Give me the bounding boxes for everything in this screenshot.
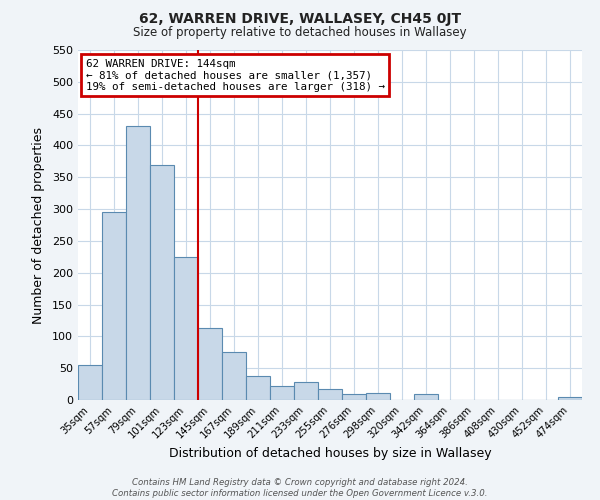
Bar: [174, 257, 198, 400]
Y-axis label: Number of detached properties: Number of detached properties: [32, 126, 45, 324]
Bar: [78, 365, 102, 400]
Text: 62, WARREN DRIVE, WALLASEY, CH45 0JT: 62, WARREN DRIVE, WALLASEY, CH45 0JT: [139, 12, 461, 26]
Bar: [246, 376, 270, 400]
Bar: [150, 164, 174, 400]
X-axis label: Distribution of detached houses by size in Wallasey: Distribution of detached houses by size …: [169, 448, 491, 460]
Bar: [126, 126, 150, 400]
Bar: [414, 394, 438, 400]
Text: Size of property relative to detached houses in Wallasey: Size of property relative to detached ho…: [133, 26, 467, 39]
Bar: [102, 212, 126, 400]
Text: Contains HM Land Registry data © Crown copyright and database right 2024.
Contai: Contains HM Land Registry data © Crown c…: [112, 478, 488, 498]
Text: 62 WARREN DRIVE: 144sqm
← 81% of detached houses are smaller (1,357)
19% of semi: 62 WARREN DRIVE: 144sqm ← 81% of detache…: [86, 59, 385, 92]
Bar: [294, 382, 318, 400]
Bar: [270, 386, 294, 400]
Bar: [366, 393, 390, 400]
Bar: [558, 397, 582, 400]
Bar: [222, 352, 246, 400]
Bar: [342, 394, 366, 400]
Bar: [198, 328, 222, 400]
Bar: [318, 388, 342, 400]
